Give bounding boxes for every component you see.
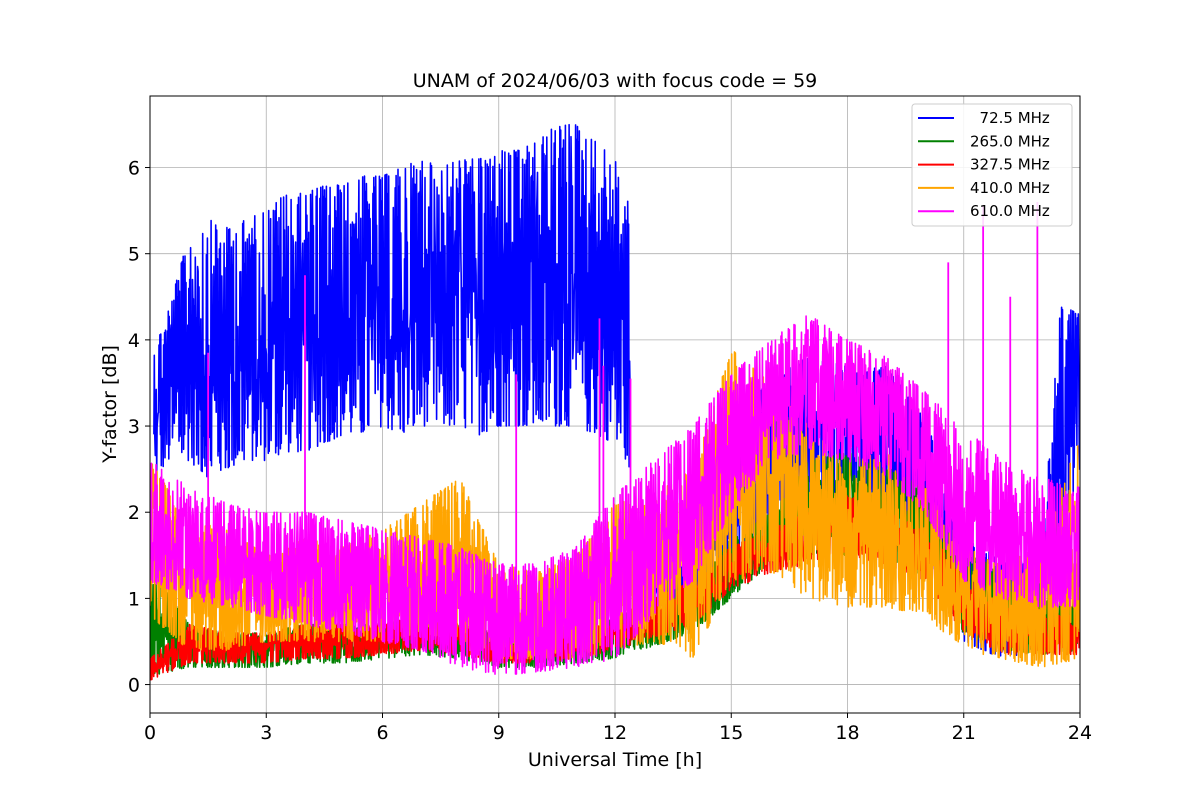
x-axis-label: Universal Time [h]	[528, 749, 702, 771]
x-tick-label: 12	[603, 722, 627, 744]
y-tick-label: 0	[128, 675, 140, 697]
x-tick-label: 21	[952, 722, 976, 744]
x-tick-label: 15	[719, 722, 743, 744]
y-tick-label: 2	[128, 502, 140, 524]
series-layer	[150, 123, 1080, 681]
series-72-5-mhz-line-0	[153, 123, 631, 478]
x-tick-label: 3	[260, 722, 272, 744]
x-tick-label: 0	[144, 722, 156, 744]
chart-title: UNAM of 2024/06/03 with focus code = 59	[413, 70, 818, 92]
legend-entry-label: 72.5 MHz	[970, 109, 1050, 127]
y-axis-label: Y-factor [dB]	[99, 345, 121, 464]
y-tick-label: 3	[128, 416, 140, 438]
y-tick-label: 5	[128, 244, 140, 266]
legend-entry-label: 327.5 MHz	[970, 156, 1050, 174]
x-tick-label: 6	[376, 722, 388, 744]
y-tick-label: 1	[128, 588, 140, 610]
x-tick-label: 9	[493, 722, 505, 744]
legend-entry-label: 265.0 MHz	[970, 132, 1050, 150]
y-tick-label: 4	[128, 330, 140, 352]
legend: 72.5 MHz 265.0 MHz 327.5 MHz 410.0 MHz 610.0…	[911, 103, 1073, 227]
legend-entry-label: 410.0 MHz	[970, 179, 1050, 197]
legend-entry-label: 610.0 MHz	[970, 202, 1050, 220]
x-tick-label: 24	[1068, 722, 1092, 744]
x-tick-label: 18	[835, 722, 859, 744]
y-tick-label: 6	[128, 158, 140, 180]
legend-box	[911, 103, 1073, 227]
